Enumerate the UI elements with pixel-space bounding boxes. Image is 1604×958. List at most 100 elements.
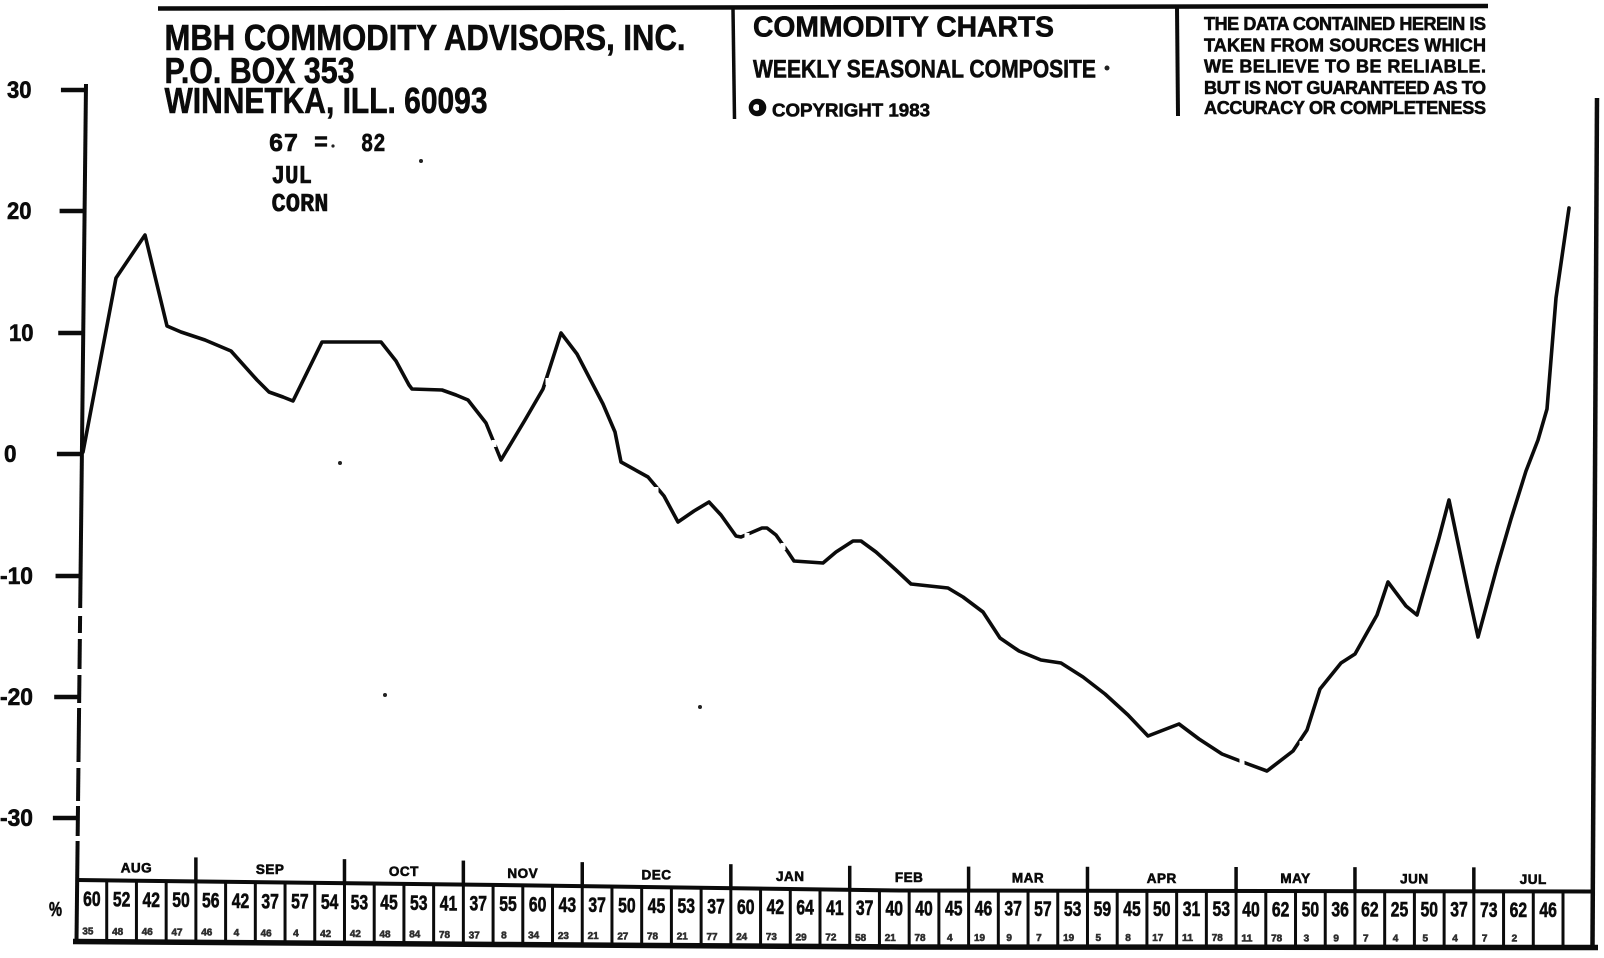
svg-text:50: 50 — [1302, 898, 1320, 921]
svg-text:11: 11 — [1182, 933, 1193, 944]
svg-text:45: 45 — [1123, 898, 1141, 921]
svg-text:-20: -20 — [0, 684, 33, 711]
svg-text:37: 37 — [469, 893, 487, 916]
svg-text:25: 25 — [1391, 899, 1409, 922]
svg-text:21: 21 — [588, 931, 599, 942]
svg-text:59: 59 — [1094, 898, 1112, 921]
svg-text:ACCURACY OR COMPLETENESS: ACCURACY OR COMPLETENESS — [1204, 98, 1486, 118]
svg-text:78: 78 — [915, 933, 926, 944]
svg-text:CORN: CORN — [272, 189, 329, 219]
svg-text:24: 24 — [736, 932, 747, 943]
svg-text:21: 21 — [885, 933, 896, 944]
svg-text:37: 37 — [1004, 898, 1022, 921]
svg-text:50: 50 — [172, 889, 190, 912]
svg-text:48: 48 — [380, 929, 391, 940]
svg-text:78: 78 — [1271, 933, 1282, 944]
svg-text:47: 47 — [172, 927, 183, 938]
svg-text:19: 19 — [1063, 933, 1074, 944]
svg-text:30: 30 — [7, 77, 32, 104]
svg-text:5: 5 — [1096, 933, 1102, 944]
svg-text:7: 7 — [1363, 933, 1369, 944]
svg-text:45: 45 — [380, 892, 398, 915]
svg-text:60: 60 — [83, 888, 101, 911]
svg-text:56: 56 — [202, 890, 220, 913]
svg-text:37: 37 — [469, 930, 480, 941]
svg-text:MBH COMMODITY ADVISORS, INC.: MBH COMMODITY ADVISORS, INC. — [165, 17, 686, 58]
svg-text:3: 3 — [1304, 933, 1310, 944]
svg-text:60: 60 — [529, 893, 547, 916]
svg-text:84: 84 — [409, 930, 420, 941]
svg-text:7: 7 — [1482, 933, 1488, 944]
svg-text:9: 9 — [1333, 933, 1339, 944]
svg-text:46: 46 — [201, 928, 212, 939]
svg-text:72: 72 — [825, 933, 836, 944]
svg-text:WINNETKA, ILL. 60093: WINNETKA, ILL. 60093 — [165, 80, 488, 121]
svg-text:JUN: JUN — [1400, 871, 1429, 886]
svg-text:73: 73 — [766, 932, 777, 943]
svg-text:46: 46 — [975, 898, 993, 921]
svg-text:BUT IS NOT GUARANTEED AS TO: BUT IS NOT GUARANTEED AS TO — [1204, 78, 1486, 98]
svg-text:40: 40 — [886, 897, 904, 920]
svg-text:52: 52 — [113, 889, 131, 912]
svg-text:50: 50 — [618, 894, 636, 917]
svg-text:43: 43 — [559, 894, 577, 917]
svg-text:78: 78 — [439, 930, 450, 941]
svg-text:45: 45 — [945, 898, 963, 921]
svg-text:58: 58 — [855, 933, 866, 944]
svg-text:JUL: JUL — [272, 161, 313, 191]
svg-text:37: 37 — [588, 894, 606, 917]
svg-text:FEB: FEB — [895, 870, 924, 885]
svg-text:53: 53 — [1212, 898, 1230, 921]
svg-text:37: 37 — [856, 897, 874, 920]
svg-text:COMMODITY CHARTS: COMMODITY CHARTS — [753, 12, 1054, 44]
svg-text:42: 42 — [767, 896, 785, 919]
svg-text:11: 11 — [1241, 933, 1252, 944]
svg-text:17: 17 — [1152, 933, 1163, 944]
svg-text:OCT: OCT — [389, 864, 419, 879]
svg-text:-10: -10 — [0, 563, 33, 590]
svg-text:37: 37 — [1450, 899, 1468, 922]
svg-text:45: 45 — [648, 895, 666, 918]
svg-text:21: 21 — [677, 932, 688, 943]
svg-text:57: 57 — [291, 891, 309, 914]
svg-text:27: 27 — [617, 931, 628, 942]
svg-text:-30: -30 — [0, 805, 33, 832]
svg-text:53: 53 — [351, 891, 369, 914]
svg-text:31: 31 — [1183, 898, 1201, 921]
svg-text:8: 8 — [1125, 933, 1131, 944]
svg-text:20: 20 — [7, 198, 32, 225]
svg-text:73: 73 — [1480, 899, 1498, 922]
svg-text:7: 7 — [1036, 933, 1042, 944]
svg-text:36: 36 — [1331, 898, 1349, 921]
svg-text:9: 9 — [1006, 933, 1012, 944]
svg-text:34: 34 — [528, 931, 539, 942]
svg-text:42: 42 — [320, 929, 331, 940]
svg-text:0: 0 — [4, 441, 17, 468]
svg-text:62: 62 — [1361, 899, 1379, 922]
svg-text:78: 78 — [1212, 933, 1223, 944]
svg-text:5: 5 — [1422, 933, 1428, 944]
svg-text:%: % — [49, 899, 62, 921]
svg-text:41: 41 — [826, 897, 844, 920]
svg-text:THE DATA CONTAINED HEREIN IS: THE DATA CONTAINED HEREIN IS — [1204, 14, 1486, 34]
svg-text:APR: APR — [1147, 871, 1177, 886]
svg-text:42: 42 — [143, 889, 161, 912]
svg-text:2: 2 — [1512, 933, 1518, 944]
svg-text:50: 50 — [1153, 898, 1171, 921]
svg-text:41: 41 — [440, 892, 458, 915]
svg-text:46: 46 — [142, 927, 153, 938]
svg-text:WEEKLY SEASONAL COMPOSITE: WEEKLY SEASONAL COMPOSITE — [753, 56, 1096, 84]
svg-text:40: 40 — [1242, 898, 1260, 921]
svg-text:37: 37 — [261, 890, 279, 913]
svg-text:37: 37 — [707, 895, 725, 918]
svg-text:JUL: JUL — [1520, 872, 1547, 887]
svg-text:4: 4 — [1452, 933, 1458, 944]
svg-text:67: 67 — [269, 129, 299, 159]
svg-text:46: 46 — [1539, 899, 1557, 922]
svg-text:78: 78 — [647, 931, 658, 942]
svg-text:50: 50 — [1421, 899, 1439, 922]
svg-text:64: 64 — [796, 896, 814, 919]
svg-text:19: 19 — [974, 933, 985, 944]
svg-text:60: 60 — [737, 896, 755, 919]
svg-text:NOV: NOV — [507, 866, 538, 881]
